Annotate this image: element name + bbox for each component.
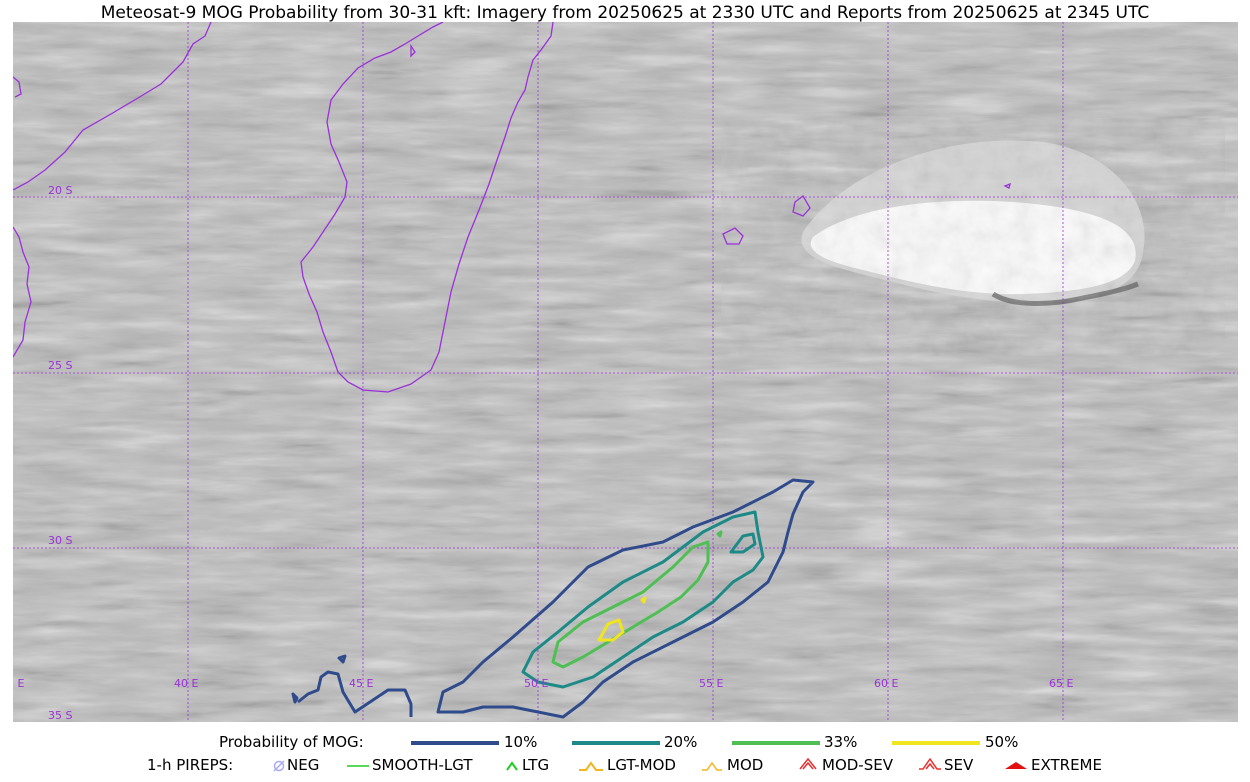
pirep-mod-sev-label: MOD-SEV [822,756,893,774]
mog-probability-contours [291,478,815,719]
pirep-legend-title: 1-h PIREPS: [147,756,234,774]
longitude-labels: 35 E 40 E 45 E 50 E 55 E 60 E 65 E [13,677,1073,690]
pirep-lgt-mod-label: LGT-MOD [607,756,676,774]
contour-20-percent [521,510,765,689]
lon-label-55e: 55 E [699,677,723,690]
prob-33-label: 33% [824,733,858,751]
prob-33-swatch [732,741,820,745]
lon-label-65e: 65 E [1049,677,1073,690]
lat-label-30s: 30 S [48,534,72,547]
probability-legend: Probability of MOG: 10% 20% 33% 50% [0,732,1250,754]
lon-label-40e: 40 E [174,677,198,690]
lat-label-20s: 20 S [48,184,72,197]
pirep-sev-label: SEV [944,756,974,774]
coastlines [13,22,1011,393]
contour-33-percent [551,540,710,669]
extreme-icon [1005,762,1027,769]
lon-label-50e: 50 E [524,677,548,690]
contour-10-percent [436,478,815,719]
pirep-extreme-label: EXTREME [1031,756,1102,774]
reunion-island [722,227,744,245]
africa-coastline [13,22,212,191]
latitude-labels: 20 S 25 S 30 S 35 S [48,184,72,722]
neg-icon [273,760,285,772]
lat-lon-grid [13,22,1238,722]
lat-label-35s: 35 S [48,709,72,722]
map-title: Meteosat-9 MOG Probability from 30-31 kf… [100,3,1150,23]
probability-legend-title: Probability of MOG: [219,733,364,751]
lgt-mod-icon [579,761,603,771]
pirep-legend: 1-h PIREPS: NEG SMOOTH-LGT LTG LGT-MOD M… [0,755,1250,777]
prob-10-label: 10% [504,733,538,751]
prob-20-swatch [572,741,660,745]
mauritius-island [792,195,811,217]
cloud-mass [793,140,1153,322]
pirep-neg-label: NEG [287,756,320,774]
contour-10-percent-west [297,670,413,717]
mod-sev-icon [799,757,817,770]
prob-10-swatch [411,741,499,745]
prob-50-label: 50% [985,733,1019,751]
mod-caret-icon [702,761,722,771]
madagascar-coastline [300,22,554,393]
satellite-map: 20 S 25 S 30 S 35 S 35 E 40 E 45 E 50 E … [13,22,1238,722]
prob-50-swatch [892,741,980,745]
contour-50-percent [597,618,625,642]
smooth-lgt-line-icon [347,765,369,767]
lon-label-35e: 35 E [13,677,24,690]
pirep-ltg-label: LTG [522,756,550,774]
prob-20-label: 20% [664,733,698,751]
water-vapor-texture [13,22,1238,722]
sev-icon [919,757,941,770]
lat-label-25s: 25 S [48,359,72,372]
pirep-mod-label: MOD [727,756,764,774]
lon-label-45e: 45 E [349,677,373,690]
pirep-smooth-lgt-label: SMOOTH-LGT [372,756,473,774]
ltg-caret-icon [506,761,518,771]
lon-label-60e: 60 E [874,677,898,690]
